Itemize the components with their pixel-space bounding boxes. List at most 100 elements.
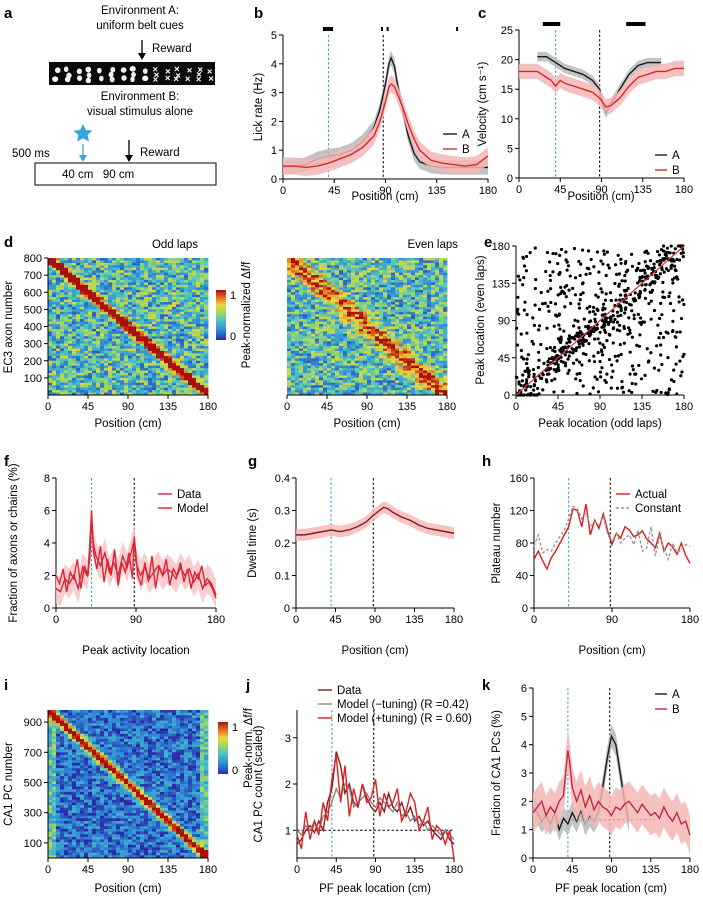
heatmap-cell — [180, 294, 185, 298]
heatmap-cell — [335, 353, 340, 357]
heatmap-cell — [391, 321, 396, 325]
heatmap-cell — [68, 375, 73, 379]
legend-entry: A — [462, 129, 470, 141]
heatmap-cell — [439, 355, 444, 359]
scatter-point — [595, 250, 600, 254]
heatmap-cell — [295, 297, 300, 300]
heatmap-cell — [287, 326, 292, 330]
heatmap-cell — [351, 385, 356, 389]
heatmap-cell — [375, 324, 380, 327]
heatmap-cell — [152, 375, 157, 379]
heatmap-cell — [140, 299, 145, 303]
heatmap-cell — [339, 319, 344, 323]
heatmap-cell — [387, 350, 392, 354]
heatmap-cell — [76, 336, 81, 340]
heatmap-cell — [156, 360, 161, 364]
heatmap-cell — [331, 387, 336, 391]
heatmap-cell — [108, 377, 113, 381]
heatmap-cell — [204, 282, 209, 286]
heatmap-cell — [116, 287, 121, 291]
heatmap-cell — [371, 346, 376, 349]
heatmap-cell — [299, 375, 304, 379]
heatmap-cell — [287, 272, 292, 276]
heatmap-cell — [355, 272, 360, 276]
heatmap-cell — [172, 282, 177, 286]
heatmap-cell — [184, 390, 189, 393]
heatmap-cell — [188, 272, 193, 276]
heatmap-cell — [423, 282, 428, 286]
heatmap-cell — [287, 382, 292, 386]
heatmap-cell — [144, 277, 149, 281]
heatmap-cell — [92, 343, 97, 347]
heatmap-cell — [124, 328, 129, 332]
heatmap-cell — [299, 331, 304, 335]
heatmap-cell — [299, 346, 304, 349]
heatmap-cell — [200, 299, 205, 303]
heatmap-cell — [299, 292, 304, 296]
heatmap-cell — [439, 385, 444, 389]
heatmap-cell — [96, 258, 101, 261]
heatmap-cell — [64, 314, 69, 318]
heatmap-cell — [200, 355, 205, 359]
heatmap-cell — [399, 309, 404, 313]
heatmap-cell — [315, 270, 320, 274]
heatmap-cell — [327, 306, 332, 310]
heatmap-cell — [80, 262, 85, 266]
heatmap-cell — [399, 380, 404, 384]
heatmap-cell — [48, 377, 53, 381]
heatmap-cell — [176, 380, 181, 384]
heatmap-cell — [407, 343, 412, 347]
heatmap-cell — [363, 390, 368, 393]
heatmap-cell — [371, 319, 376, 323]
heatmap-cell — [68, 338, 73, 342]
heatmap-cell — [299, 282, 304, 286]
heatmap-cell — [395, 385, 400, 389]
heatmap-cell — [407, 289, 412, 293]
heatmap-cell — [64, 390, 69, 393]
heatmap-cell — [315, 304, 320, 308]
heatmap-cell — [375, 314, 380, 318]
heatmap-cell — [375, 321, 380, 325]
heatmap-cell — [343, 358, 348, 362]
heatmap-cell — [136, 355, 141, 359]
heatmap-cell — [315, 382, 320, 386]
heatmap-cell — [144, 309, 149, 313]
heatmap-cell — [299, 333, 304, 337]
heatmap-cell — [395, 341, 400, 345]
heatmap-cell — [419, 365, 424, 369]
heatmap-cell — [96, 360, 101, 364]
heatmap-cell — [307, 348, 312, 352]
heatmap-cell — [116, 311, 121, 315]
heatmap-cell — [156, 355, 161, 359]
heatmap-cell — [295, 326, 300, 330]
heatmap-cell — [359, 304, 364, 308]
heatmap-cell — [315, 326, 320, 330]
scatter-point — [672, 379, 676, 384]
heatmap-cell — [196, 375, 201, 379]
heatmap-cell — [299, 304, 304, 308]
heatmap-cell — [116, 360, 121, 364]
heatmap-cell — [56, 302, 61, 305]
heatmap-cell — [48, 294, 53, 298]
scatter-point — [587, 325, 591, 330]
heatmap-cell — [200, 284, 205, 288]
heatmap-cell — [108, 353, 113, 357]
y-tick-label: 0 — [271, 174, 277, 186]
heatmap-cell — [327, 377, 332, 381]
heatmap-cell — [160, 382, 165, 386]
heatmap-cell — [136, 336, 141, 340]
heatmap-cell — [423, 280, 428, 283]
heatmap-cell — [311, 262, 316, 266]
heatmap-cell — [84, 336, 89, 340]
heatmap-cell — [84, 297, 89, 300]
heatmap-cell — [168, 306, 173, 310]
heatmap-cell — [48, 370, 53, 374]
heatmap-cell — [427, 382, 432, 386]
heatmap-cell — [419, 265, 424, 269]
heatmap-cell — [323, 316, 328, 320]
heatmap-cell — [104, 328, 109, 332]
heatmap-cell — [196, 353, 201, 357]
heatmap-cell — [403, 292, 408, 296]
heatmap-cell — [128, 316, 133, 320]
heatmap-cell — [76, 333, 81, 337]
